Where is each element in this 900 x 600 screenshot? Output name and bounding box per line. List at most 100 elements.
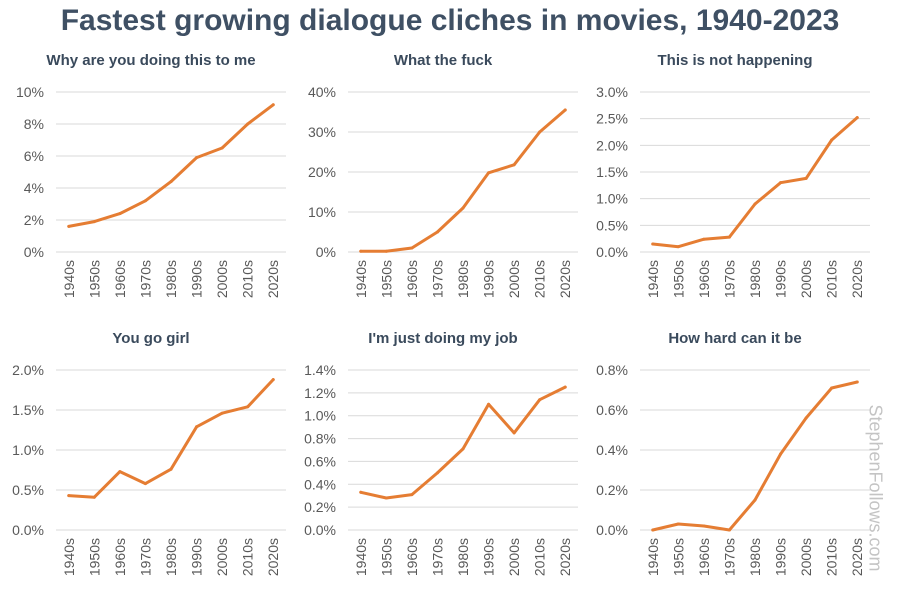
data-point xyxy=(92,495,96,499)
series-line xyxy=(67,103,275,228)
x-tick-label: 2000s xyxy=(214,538,230,576)
x-tick-label: 1960s xyxy=(404,260,420,298)
x-tick-label: 1970s xyxy=(721,538,737,576)
y-tick-label: 1.0% xyxy=(304,408,336,424)
data-point xyxy=(651,528,655,532)
x-tick-label: 2020s xyxy=(265,260,281,298)
data-point xyxy=(359,249,363,253)
data-point xyxy=(512,431,516,435)
y-tick-label: 4% xyxy=(24,180,44,196)
line-chart: 0% 2% 4% 6% 8% 10% 1940s 1950s 1960s 1970s 1980s 19… xyxy=(16,84,286,298)
data-point xyxy=(538,398,542,402)
data-point xyxy=(169,467,173,471)
y-tick-label: 0.2% xyxy=(304,499,336,515)
x-tick-label: 1990s xyxy=(773,538,789,576)
x-tick-label: 1940s xyxy=(353,260,369,298)
x-tick-label: 1990s xyxy=(481,538,497,576)
series-line xyxy=(651,380,859,532)
y-tick-label: 40% xyxy=(308,84,336,100)
x-tick-label: 2010s xyxy=(240,260,256,298)
data-point xyxy=(195,156,199,160)
chart-title: What the fuck xyxy=(393,52,493,69)
data-point xyxy=(118,470,122,474)
y-tick-label: 0.4% xyxy=(596,442,628,458)
y-tick-label: 0.0% xyxy=(304,522,336,538)
chart-panel-3: This is not happening 0.0% 0.5% 1.0% 1.5% 2.… xyxy=(590,52,880,322)
y-tick-label: 2.0% xyxy=(596,137,628,153)
y-tick-label: 0.0% xyxy=(596,522,628,538)
y-tick-label: 0.8% xyxy=(596,362,628,378)
y-tick-label: 0% xyxy=(24,244,44,260)
y-tick-label: 1.0% xyxy=(12,442,44,458)
data-point xyxy=(143,482,147,486)
x-tick-label: 1940s xyxy=(61,260,77,298)
x-tick-label: 2010s xyxy=(532,260,548,298)
x-tick-label: 1960s xyxy=(696,538,712,576)
y-tick-label: 0.0% xyxy=(596,244,628,260)
x-tick-label: 1980s xyxy=(455,538,471,576)
y-tick-label: 6% xyxy=(24,148,44,164)
y-tick-label: 0.4% xyxy=(304,476,336,492)
chart-title: How hard can it be xyxy=(668,330,802,347)
line-chart: 0.0% 0.2% 0.4% 0.6% 0.8% 1.0% 1.2% 1.4% 1940s 195… xyxy=(304,362,578,576)
y-tick-label: 0.6% xyxy=(596,402,628,418)
data-point xyxy=(830,386,834,390)
data-point xyxy=(143,199,147,203)
chart-title: You go girl xyxy=(112,330,190,347)
y-tick-label: 3.0% xyxy=(596,84,628,100)
x-tick-label: 2010s xyxy=(532,538,548,576)
data-point xyxy=(461,447,465,451)
data-point xyxy=(271,103,275,107)
data-point xyxy=(359,490,363,494)
data-point xyxy=(702,524,706,528)
line-chart: 0% 10% 20% 30% 40% 1940s 1950s 1960s 1970s 1980s 1… xyxy=(308,84,578,298)
data-point xyxy=(830,138,834,142)
series-line xyxy=(359,385,567,500)
data-point xyxy=(676,522,680,526)
x-tick-label: 2000s xyxy=(506,260,522,298)
data-point xyxy=(67,494,71,498)
x-tick-label: 2010s xyxy=(824,538,840,576)
x-tick-label: 1970s xyxy=(137,260,153,298)
y-tick-label: 2.0% xyxy=(12,362,44,378)
data-point xyxy=(246,122,250,126)
x-tick-label: 1940s xyxy=(353,538,369,576)
data-point xyxy=(384,249,388,253)
y-tick-label: 1.2% xyxy=(304,385,336,401)
y-tick-label: 10% xyxy=(16,84,44,100)
line-chart: 0.0% 0.5% 1.0% 1.5% 2.0% 2.5% 3.0% 1940s 1950s 19… xyxy=(596,84,870,298)
y-tick-label: 1.4% xyxy=(304,362,336,378)
data-point xyxy=(804,176,808,180)
x-tick-label: 2000s xyxy=(506,538,522,576)
chart-title: Why are you doing this to me xyxy=(46,52,256,69)
data-point xyxy=(753,202,757,206)
data-point xyxy=(487,402,491,406)
line-chart: 0.0% 0.2% 0.4% 0.6% 0.8% 1940s 1950s 1960s 1970s… xyxy=(596,362,870,576)
x-tick-label: 1980s xyxy=(747,538,763,576)
x-tick-label: 1970s xyxy=(429,538,445,576)
y-tick-label: 30% xyxy=(308,124,336,140)
chart-panel-1: Why are you doing this to me 0% 2% 4% 6% 8% 1… xyxy=(6,52,296,322)
x-tick-label: 1960s xyxy=(112,538,128,576)
data-point xyxy=(563,385,567,389)
data-point xyxy=(220,146,224,150)
x-tick-label: 1960s xyxy=(404,538,420,576)
x-tick-label: 1990s xyxy=(189,260,205,298)
data-point xyxy=(384,496,388,500)
y-tick-label: 1.5% xyxy=(12,402,44,418)
chart-panel-2: What the fuck 0% 10% 20% 30% 40% 1940s 1950s 19… xyxy=(298,52,588,322)
x-tick-label: 1940s xyxy=(61,538,77,576)
y-tick-label: 1.0% xyxy=(596,191,628,207)
main-title: Fastest growing dialogue cliches in movi… xyxy=(60,4,840,37)
data-point xyxy=(487,171,491,175)
data-point xyxy=(676,245,680,249)
x-tick-label: 2010s xyxy=(824,260,840,298)
watermark: StephenFollows.com xyxy=(865,404,886,572)
y-tick-label: 0% xyxy=(316,244,336,260)
y-tick-label: 0.2% xyxy=(596,482,628,498)
x-tick-label: 2000s xyxy=(214,260,230,298)
data-point xyxy=(804,416,808,420)
series-line xyxy=(359,108,567,253)
data-point xyxy=(651,242,655,246)
data-point xyxy=(563,108,567,112)
